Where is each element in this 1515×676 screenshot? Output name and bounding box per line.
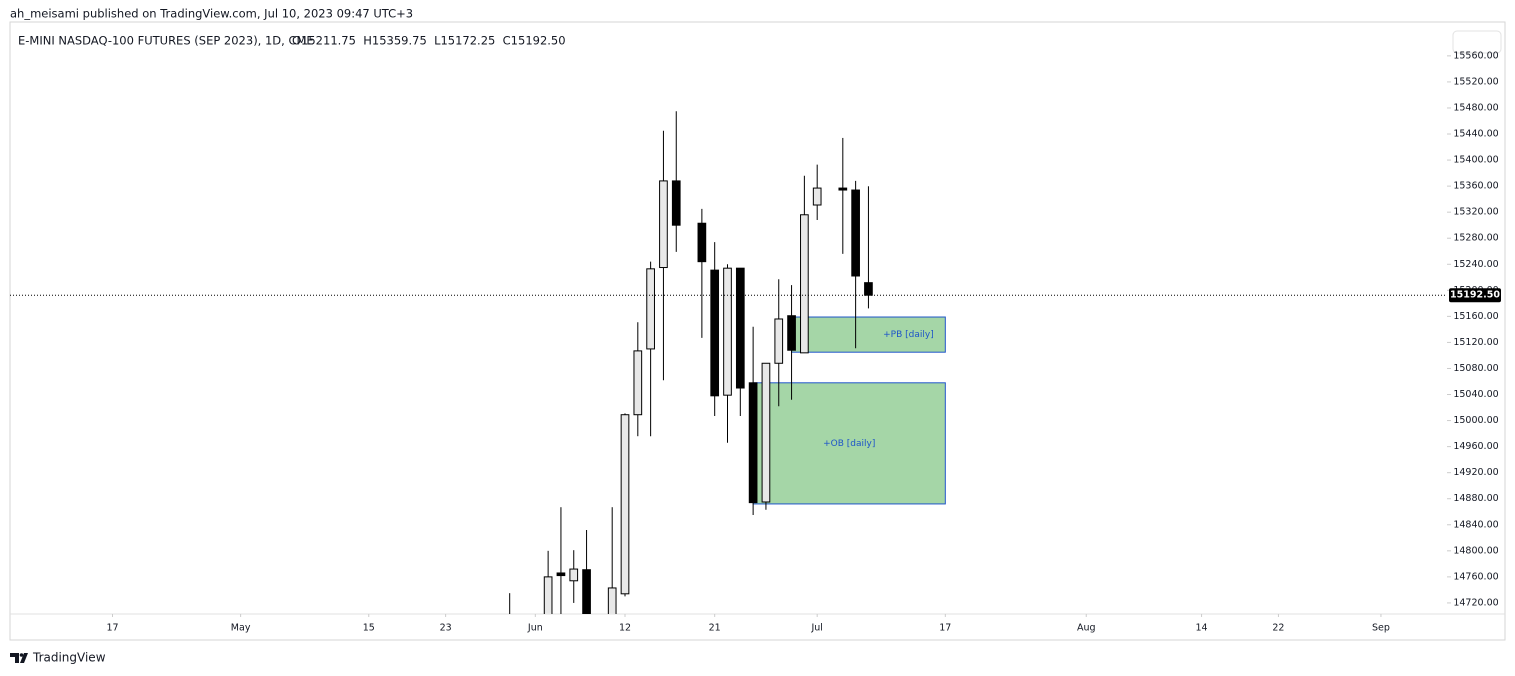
candle-body <box>556 572 566 577</box>
zone-label: +PB [daily] <box>883 330 934 340</box>
last-price-label: 15192.50 <box>1450 290 1500 301</box>
x-tick-label: Jun <box>527 623 543 634</box>
candle-body <box>582 569 591 614</box>
candle-body <box>723 267 732 396</box>
x-tick-label: 23 <box>440 623 452 634</box>
zone-label: +OB [daily] <box>823 439 875 449</box>
y-tick-label: 15080.00 <box>1453 363 1498 374</box>
x-tick-label: Aug <box>1077 623 1096 634</box>
x-tick-label: 17 <box>106 623 118 634</box>
y-tick-label: 15240.00 <box>1453 259 1498 270</box>
candle-body <box>569 568 579 582</box>
candle-body <box>543 576 553 614</box>
settings-button[interactable] <box>1452 30 1502 54</box>
y-tick-label: 15320.00 <box>1453 207 1498 218</box>
candle-body <box>761 362 771 503</box>
candle-body <box>812 187 822 206</box>
candle-body <box>851 189 860 277</box>
publisher: ah_meisami published on TradingView.com,… <box>10 7 413 21</box>
ohlc-legend: O15211.75 H15359.75 L15172.25 C15192.50 <box>292 34 566 48</box>
x-tick-label: 17 <box>939 623 951 634</box>
candle-body <box>864 282 873 296</box>
y-tick-label: 15120.00 <box>1453 337 1498 348</box>
x-tick-label: 14 <box>1196 623 1208 634</box>
candle-body <box>671 180 681 226</box>
y-tick-label: 15400.00 <box>1453 155 1498 166</box>
y-tick-label: 14720.00 <box>1453 597 1498 608</box>
y-tick-label: 15440.00 <box>1453 129 1498 140</box>
candle-body <box>774 318 784 364</box>
x-tick-label: May <box>231 623 251 634</box>
brand: TradingView <box>32 651 106 665</box>
y-tick-label: 14960.00 <box>1453 441 1498 452</box>
y-tick-label: 14840.00 <box>1453 519 1498 530</box>
y-tick-label: 15160.00 <box>1453 311 1498 322</box>
y-tick-label: 15040.00 <box>1453 389 1498 400</box>
y-tick-label: 15560.00 <box>1453 50 1498 61</box>
x-tick-label: 22 <box>1272 623 1284 634</box>
zone <box>752 382 946 505</box>
y-tick-label: 14880.00 <box>1453 493 1498 504</box>
candle-body <box>710 269 720 397</box>
x-tick-label: 15 <box>363 623 375 634</box>
candle-body <box>697 222 707 263</box>
y-tick-label: 15280.00 <box>1453 233 1498 244</box>
y-tick-label: 14760.00 <box>1453 571 1498 582</box>
last-price-box <box>1449 288 1501 303</box>
y-tick-label: 15520.00 <box>1453 76 1498 87</box>
x-tick-label: Sep <box>1372 623 1390 634</box>
symbol-title: E-MINI NASDAQ-100 FUTURES (SEP 2023), 1D… <box>18 34 314 48</box>
candle-body <box>646 268 655 350</box>
y-tick-label: 15360.00 <box>1453 181 1498 192</box>
candle-body <box>787 315 796 351</box>
candle-body <box>506 622 514 635</box>
y-tick-label: 15480.00 <box>1453 102 1498 113</box>
tv-logo <box>10 653 28 663</box>
y-tick-label: 14800.00 <box>1453 545 1498 556</box>
candle-body <box>800 214 809 354</box>
candle-body <box>838 187 848 191</box>
candle-body <box>659 180 668 269</box>
chart-frame <box>9 21 1506 641</box>
candle-body <box>607 587 617 614</box>
y-tick-label: 15000.00 <box>1453 415 1498 426</box>
x-tick-label: 21 <box>709 623 721 634</box>
x-tick-label: 12 <box>619 623 631 634</box>
y-tick-label: 14920.00 <box>1453 467 1498 478</box>
zone <box>791 316 946 353</box>
candle-body <box>735 267 745 389</box>
candle-body <box>748 382 758 504</box>
candle-body <box>633 350 643 416</box>
plot-area: +PB [daily] +OB [daily] <box>506 111 946 635</box>
candle-body <box>620 414 630 595</box>
x-tick-label: Jul <box>810 623 822 634</box>
